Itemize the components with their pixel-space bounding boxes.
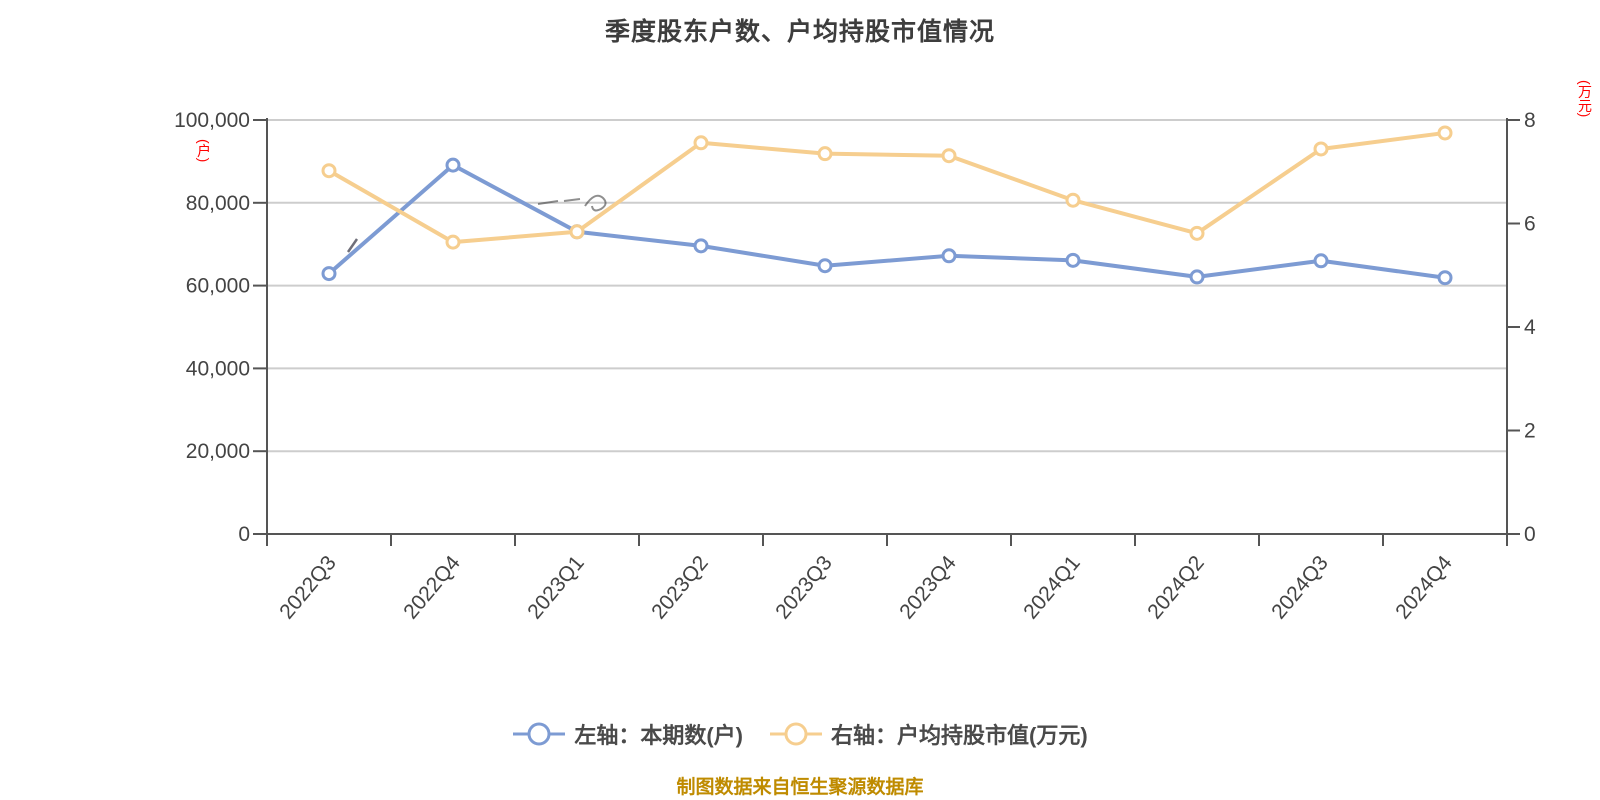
left-axis-tick-label: 0 [238, 523, 250, 546]
legend-item-left-series[interactable]: 左轴：本期数(户) [512, 718, 743, 750]
data-point-left-2023Q3[interactable] [817, 258, 833, 274]
x-axis-tick-label: 2024Q2 [1143, 551, 1209, 623]
data-source-note: 制图数据来自恒生聚源数据库 [676, 777, 924, 798]
x-axis-tick-label: 2023Q1 [523, 551, 589, 623]
series-line-right-axis [327, 130, 1447, 245]
data-point-right-2022Q4[interactable] [445, 234, 461, 250]
left-axis-tick-label: 80,000 [186, 192, 250, 215]
data-point-right-2024Q1[interactable] [1065, 192, 1081, 208]
right-axis-tick-label: 8 [1524, 109, 1536, 132]
left-axis-tick-label: 60,000 [186, 275, 250, 298]
x-axis-tick-label: 2023Q2 [647, 551, 713, 623]
right-axis-unit-label: (万元) [1577, 80, 1593, 118]
data-point-left-2024Q4[interactable] [1437, 270, 1453, 286]
legend-item-right-series[interactable]: 右轴：户均持股市值(万元) [769, 718, 1088, 750]
data-point-right-2024Q2[interactable] [1189, 225, 1205, 241]
series-line-left-axis [327, 163, 1447, 280]
data-point-right-2023Q4[interactable] [941, 148, 957, 164]
legend-label-right-series: 右轴：户均持股市值(万元) [831, 723, 1088, 748]
watermark-scribble [346, 238, 359, 253]
legend-marker-blue-icon [513, 722, 566, 746]
data-point-left-2024Q3[interactable] [1313, 253, 1329, 269]
chart-title: 季度股东户数、户均持股市值情况 [604, 18, 995, 46]
data-point-right-2024Q3[interactable] [1313, 141, 1329, 157]
data-point-left-2024Q2[interactable] [1189, 269, 1205, 285]
data-point-right-2023Q3[interactable] [817, 146, 833, 162]
data-point-left-2022Q3[interactable] [321, 266, 337, 282]
left-axis-tick-label: 40,000 [186, 357, 250, 380]
data-point-left-2023Q4[interactable] [941, 248, 957, 264]
left-axis-unit-label: (户) [196, 139, 212, 163]
data-point-left-2022Q4[interactable] [445, 157, 461, 173]
right-axis-tick-label: 6 [1524, 213, 1536, 236]
x-axis-tick-label: 2023Q3 [771, 551, 837, 623]
legend-marker-yellow-icon [770, 722, 822, 746]
legend-label-left-series: 左轴：本期数(户) [574, 723, 743, 748]
x-axis-tick-label: 2024Q1 [1019, 551, 1085, 623]
right-axis-tick-label: 2 [1524, 420, 1536, 443]
x-axis-tick-label: 2024Q3 [1267, 551, 1333, 623]
data-point-left-2023Q2[interactable] [693, 238, 709, 254]
x-axis-tick-label: 2023Q4 [895, 551, 961, 623]
watermark-scribble [537, 194, 607, 212]
data-point-left-2024Q1[interactable] [1065, 252, 1081, 268]
data-point-right-2024Q4[interactable] [1437, 125, 1453, 141]
right-axis-tick-label: 0 [1524, 523, 1536, 546]
right-axis-tick-label: 4 [1524, 316, 1536, 339]
data-point-right-2022Q3[interactable] [321, 163, 337, 179]
x-axis-tick-label: 2024Q4 [1391, 551, 1457, 623]
x-axis-tick-label: 2022Q4 [399, 551, 465, 623]
data-point-right-2023Q1[interactable] [569, 224, 585, 240]
data-point-right-2023Q2[interactable] [693, 135, 709, 151]
x-axis-tick-label: 2022Q3 [275, 551, 341, 623]
chart-legend: 左轴：本期数(户) 右轴：户均持股市值(万元) [0, 718, 1600, 750]
left-axis-tick-label: 20,000 [186, 440, 250, 463]
left-axis-tick-label: 100,000 [174, 109, 250, 132]
